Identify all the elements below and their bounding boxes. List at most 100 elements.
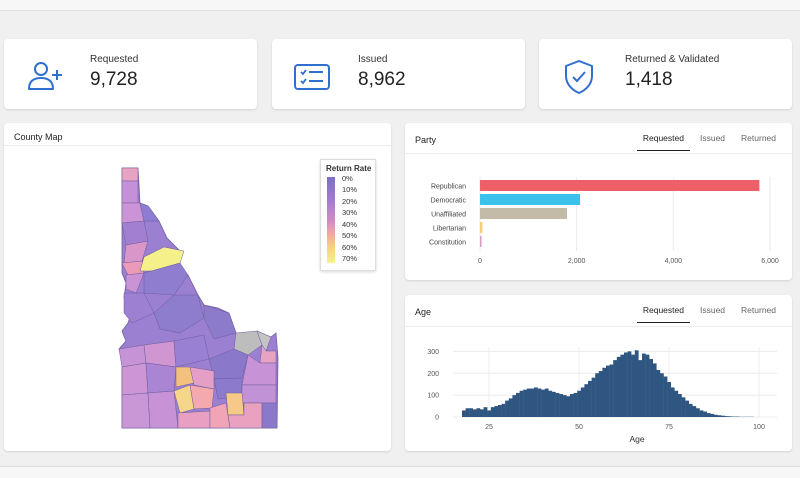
y-tick-label: 300	[427, 349, 439, 356]
histogram-bar	[577, 391, 581, 417]
histogram-bar	[667, 382, 671, 417]
histogram-bar	[480, 409, 484, 417]
histogram-bar	[566, 396, 570, 417]
histogram-bar	[710, 414, 714, 417]
histogram-bar	[692, 406, 696, 417]
y-tick-label: 100	[427, 393, 439, 400]
legend-tick: 60%	[342, 243, 357, 252]
histogram-bar	[682, 397, 686, 417]
histogram-bar	[520, 391, 524, 417]
histogram-bar	[469, 408, 473, 417]
legend-tick: 70%	[342, 254, 357, 263]
histogram-bar	[523, 390, 527, 417]
histogram-bar	[559, 394, 563, 417]
histogram-bar	[599, 371, 603, 417]
histogram-bar	[700, 410, 704, 417]
histogram-bar	[552, 392, 556, 417]
x-tick-label: 2,000	[568, 258, 586, 265]
histogram-bar	[689, 404, 693, 417]
histogram-bar	[484, 407, 488, 417]
category-label: Libertarian	[433, 226, 466, 233]
histogram-bar	[685, 401, 689, 417]
histogram-bar	[714, 415, 718, 417]
histogram-bar	[527, 389, 531, 417]
stat-card-issued: Issued 8,962	[272, 39, 525, 109]
histogram-bar	[502, 404, 506, 417]
histogram-bar	[509, 398, 513, 417]
histogram-bar	[725, 416, 729, 417]
histogram-bar	[512, 395, 516, 417]
histogram-bar	[610, 365, 614, 418]
stat-label-requested: Requested	[90, 54, 138, 65]
legend-tick: 0%	[342, 174, 353, 183]
histogram-bar	[631, 355, 635, 417]
histogram-bar	[606, 366, 610, 417]
category-label: Constitution	[429, 240, 466, 247]
histogram-bar	[466, 408, 470, 417]
histogram-bar	[653, 363, 657, 417]
histogram-bar	[476, 408, 480, 417]
county-shapes	[119, 168, 277, 428]
bar-unaffiliated	[480, 208, 567, 219]
x-tick-label: 4,000	[665, 258, 683, 265]
ballot-list-icon	[292, 57, 332, 97]
add-user-icon	[24, 57, 64, 97]
histogram-bar	[462, 410, 466, 417]
histogram-bar	[660, 373, 664, 417]
histogram-bar	[642, 354, 646, 417]
histogram-bar	[530, 389, 534, 417]
y-tick-label: 0	[435, 415, 439, 422]
histogram-bar	[628, 351, 632, 417]
category-label: Republican	[431, 184, 466, 191]
legend-tick: 30%	[342, 208, 357, 217]
histogram-bar	[494, 406, 498, 417]
histogram-bar	[473, 409, 477, 417]
histogram-bar	[588, 381, 592, 417]
histogram-bar	[498, 405, 502, 417]
legend-color-scale	[327, 177, 335, 263]
category-label: Democratic	[431, 198, 467, 205]
bottom-bar	[0, 466, 800, 478]
histogram-bar	[624, 352, 628, 417]
stat-card-returned: Returned & Validated 1,418	[539, 39, 792, 109]
histogram-bar	[671, 387, 675, 417]
histogram-bar	[574, 393, 578, 417]
stat-card-requested: Requested 9,728	[4, 39, 257, 109]
bar-democratic	[480, 194, 580, 205]
category-label: Unaffiliated	[431, 212, 466, 219]
histogram-bar	[638, 360, 642, 417]
histogram-bar	[545, 389, 549, 417]
histogram-bar	[534, 387, 538, 417]
histogram-bar	[538, 389, 542, 417]
x-tick-label: 0	[478, 258, 482, 265]
histogram-bar	[721, 416, 725, 417]
stat-label-issued: Issued	[358, 54, 387, 65]
histogram-bar	[592, 378, 596, 417]
histogram-bar	[613, 360, 617, 417]
bar-republican	[480, 180, 759, 191]
bar-libertarian	[480, 222, 482, 233]
x-tick-label: 50	[575, 424, 583, 431]
histogram-bar	[584, 384, 588, 417]
legend-tick: 50%	[342, 231, 357, 240]
x-axis-label: Age	[629, 434, 644, 444]
histogram-bar	[570, 394, 574, 417]
histogram-bar	[646, 355, 650, 417]
histogram-bar	[696, 408, 700, 417]
top-bar	[0, 0, 800, 11]
stat-label-returned: Returned & Validated	[625, 54, 719, 65]
histogram-bar	[516, 393, 520, 417]
histogram-bar	[556, 393, 560, 417]
histogram-bar	[491, 407, 495, 417]
histogram-bar	[635, 350, 639, 417]
histogram-bar	[548, 391, 552, 417]
histogram-bar	[563, 395, 567, 417]
histogram-bar	[728, 416, 732, 417]
legend-tick: 40%	[342, 220, 357, 229]
histogram-bar	[678, 394, 682, 417]
histogram-bar	[649, 359, 653, 417]
y-tick-label: 200	[427, 371, 439, 378]
